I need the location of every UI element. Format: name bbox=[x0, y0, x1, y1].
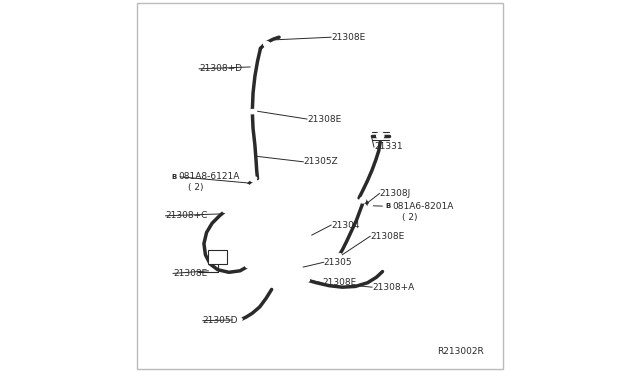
Circle shape bbox=[245, 185, 250, 190]
Text: ( 2): ( 2) bbox=[402, 213, 417, 222]
Ellipse shape bbox=[236, 318, 242, 322]
Text: 21305D: 21305D bbox=[203, 316, 238, 325]
Text: B: B bbox=[385, 203, 390, 209]
Text: 21308E: 21308E bbox=[307, 115, 341, 124]
Circle shape bbox=[360, 197, 365, 203]
FancyBboxPatch shape bbox=[209, 250, 227, 264]
Text: 21308+C: 21308+C bbox=[166, 211, 208, 220]
Circle shape bbox=[233, 318, 239, 324]
Circle shape bbox=[376, 132, 384, 140]
Ellipse shape bbox=[273, 230, 326, 272]
Ellipse shape bbox=[302, 278, 310, 282]
Text: 21308+D: 21308+D bbox=[199, 64, 242, 73]
Text: 21305: 21305 bbox=[324, 258, 353, 267]
Text: 21304: 21304 bbox=[331, 221, 360, 230]
Text: 21308E: 21308E bbox=[370, 232, 404, 241]
Ellipse shape bbox=[248, 109, 257, 114]
Text: 21305Z: 21305Z bbox=[303, 157, 338, 166]
Text: R213002R: R213002R bbox=[437, 347, 484, 356]
Ellipse shape bbox=[223, 208, 230, 212]
Ellipse shape bbox=[264, 41, 271, 48]
Text: 21308E: 21308E bbox=[331, 33, 365, 42]
Text: 21308J: 21308J bbox=[380, 189, 411, 198]
Ellipse shape bbox=[336, 253, 341, 260]
Ellipse shape bbox=[245, 263, 252, 269]
Ellipse shape bbox=[251, 177, 257, 182]
Text: 21308E: 21308E bbox=[173, 269, 207, 278]
Circle shape bbox=[170, 172, 179, 182]
Text: 21308+A: 21308+A bbox=[372, 283, 414, 292]
Text: 21331: 21331 bbox=[374, 142, 403, 151]
Text: 21308E: 21308E bbox=[322, 278, 356, 287]
Text: ( 2): ( 2) bbox=[188, 183, 204, 192]
Text: B: B bbox=[172, 174, 177, 180]
Circle shape bbox=[368, 203, 372, 208]
Circle shape bbox=[383, 202, 393, 211]
Text: 081A6-8201A: 081A6-8201A bbox=[392, 202, 454, 211]
Text: 081A8-6121A: 081A8-6121A bbox=[179, 172, 240, 181]
Ellipse shape bbox=[254, 246, 312, 290]
Circle shape bbox=[334, 255, 340, 261]
